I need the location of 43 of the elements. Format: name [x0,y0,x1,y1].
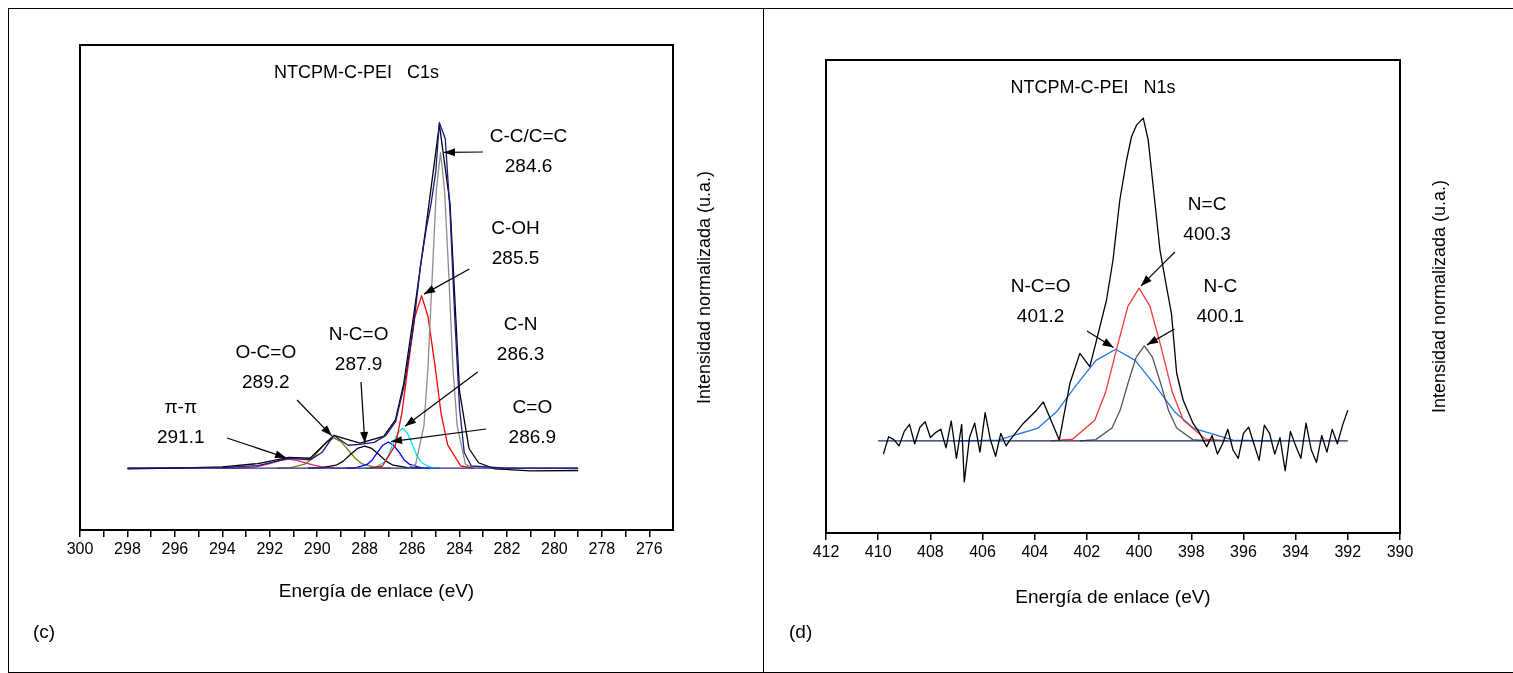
annotation: π-π 291.1 [156,396,205,448]
x-tick-label: 398 [1177,543,1205,561]
y-axis-title: Intensidad normalizada (u.a.) [1428,179,1449,414]
x-axis-title: Energía de enlace (eV) [1015,585,1211,607]
x-tick-label: 412 [812,543,840,561]
annotation: O-C=O 289.2 [235,341,297,393]
x-tick-label: 284 [446,540,473,558]
x-tick-label: 298 [114,540,141,558]
x-tick-label: 406 [969,543,996,561]
x-tick-label: 300 [66,540,94,558]
x-tick-label: 394 [1282,543,1310,561]
x-tick-label: 294 [208,540,236,558]
x-tick-label: 392 [1334,543,1362,561]
x-tick-label: 396 [1230,543,1257,561]
x-tick-label: 278 [588,540,616,558]
x-tick-label: 296 [161,540,189,558]
y-axis-title: Intensidad normalizada (u.a.) [693,170,714,405]
annotation: N=C 400.3 [1183,193,1231,245]
annotation: N-C=O 401.2 [1010,275,1071,327]
x-tick-label: 408 [917,543,944,561]
chart-title: NTCPM-C-PEI N1s [1010,76,1176,97]
x-tick-label: 282 [493,540,521,558]
annotation: N-C=O 287.9 [328,323,389,375]
annotation: N-C 400.1 [1196,275,1245,327]
x-tick-label: 400 [1125,543,1153,561]
x-tick-label: 288 [351,540,379,558]
x-tick-label: 402 [1073,543,1101,561]
x-tick-label: 292 [256,540,284,558]
x-tick-label: 280 [541,540,568,558]
text: (c) [33,621,56,643]
annotation: C-N 286.3 [496,313,545,365]
annotation: C=O 286.9 [508,396,557,448]
x-tick-label: 410 [864,543,892,561]
x-tick-label: 286 [398,540,426,558]
annotation: C-OH 285.5 [491,216,540,268]
x-tick-label: 404 [1021,543,1049,561]
chart-title: NTCPM-C-PEI C1s [273,61,440,82]
x-tick-label: 290 [303,540,331,558]
x-tick-label: 390 [1386,543,1414,561]
x-axis-title: Energía de enlace (eV) [278,579,475,601]
text: (d) [789,621,813,643]
annotation: C-C/C=C 284.6 [489,124,568,176]
x-tick-label: 276 [635,540,663,558]
